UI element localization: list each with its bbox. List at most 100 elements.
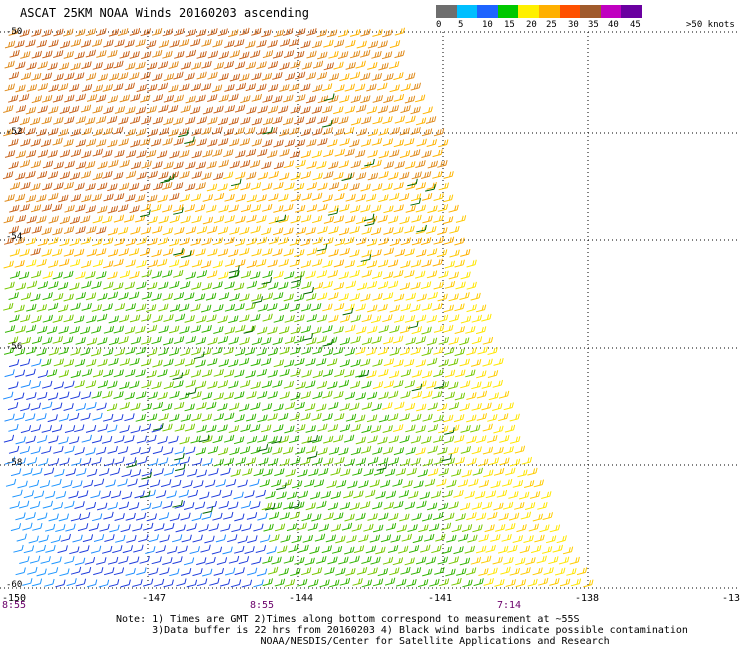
wind-barb bbox=[459, 557, 471, 566]
wind-barb bbox=[207, 28, 218, 36]
wind-barb bbox=[180, 348, 191, 356]
wind-barb bbox=[372, 381, 384, 390]
wind-barb bbox=[382, 116, 393, 124]
wind-barb bbox=[492, 556, 503, 565]
wind-barb bbox=[262, 292, 274, 301]
wind-barb bbox=[349, 139, 360, 148]
wind-barb bbox=[466, 304, 477, 313]
wind-barb bbox=[344, 105, 356, 114]
wind-barb bbox=[235, 150, 246, 158]
wind-barb bbox=[267, 347, 279, 356]
wind-barb bbox=[18, 271, 30, 280]
wind-barb bbox=[514, 501, 525, 510]
wind-barb bbox=[393, 314, 405, 323]
wind-barb bbox=[448, 204, 459, 213]
wind-barb bbox=[218, 500, 229, 509]
wind-barb bbox=[371, 335, 382, 344]
wind-barb bbox=[327, 139, 338, 147]
legend-label: 10 bbox=[482, 20, 493, 30]
wind-barb bbox=[163, 117, 174, 126]
wind-barb bbox=[438, 139, 449, 148]
wind-barb bbox=[325, 534, 336, 543]
wind-barb bbox=[245, 61, 257, 70]
wind-barb bbox=[330, 523, 342, 532]
wind-barb bbox=[179, 392, 190, 400]
wind-barb bbox=[437, 227, 448, 235]
wind-barb bbox=[411, 413, 422, 422]
wind-barb bbox=[92, 172, 103, 181]
wind-barb bbox=[168, 259, 180, 268]
wind-barb bbox=[35, 544, 46, 553]
wind-barb bbox=[180, 105, 191, 113]
wind-barb bbox=[349, 249, 360, 258]
wind-barb bbox=[271, 502, 283, 510]
legend-label: 30 bbox=[568, 20, 579, 30]
wind-barb bbox=[53, 161, 64, 170]
wind-barb bbox=[290, 105, 301, 114]
wind-barb bbox=[202, 216, 214, 225]
legend-swatch bbox=[621, 5, 642, 18]
wind-barb bbox=[482, 336, 494, 345]
wind-barb bbox=[300, 214, 312, 223]
wind-barb bbox=[438, 381, 450, 390]
wind-barb bbox=[130, 161, 142, 170]
wind-barb bbox=[70, 128, 81, 137]
wind-barb bbox=[399, 347, 411, 356]
wind-barb bbox=[246, 171, 257, 180]
wind-barb bbox=[424, 478, 436, 487]
wind-barb bbox=[300, 303, 312, 312]
wind-barb bbox=[400, 390, 411, 399]
wind-barb bbox=[404, 402, 416, 411]
wind-barb bbox=[317, 137, 328, 146]
wind-barb bbox=[30, 247, 41, 256]
wind-barb bbox=[195, 28, 207, 37]
note-line: 3)Data buffer is 22 hrs from 20160203 4)… bbox=[116, 625, 688, 636]
wind-barb bbox=[421, 435, 432, 444]
wind-barb bbox=[4, 83, 15, 92]
wind-barb bbox=[36, 128, 47, 137]
wind-barb bbox=[459, 337, 470, 346]
wind-barb bbox=[30, 380, 41, 389]
wind-barb bbox=[74, 358, 86, 367]
wind-barb bbox=[272, 95, 283, 104]
wind-barb bbox=[361, 249, 372, 258]
wind-barb bbox=[192, 568, 203, 577]
wind-barb bbox=[465, 325, 476, 334]
wind-barb bbox=[91, 193, 102, 202]
wind-barb bbox=[383, 73, 394, 81]
legend-label: >50 knots bbox=[686, 20, 735, 30]
wind-barb bbox=[249, 478, 260, 487]
wind-barb bbox=[294, 249, 305, 258]
wind-barb bbox=[146, 324, 158, 333]
wind-barb bbox=[269, 534, 280, 543]
wind-barb bbox=[308, 468, 319, 477]
wind-barb bbox=[171, 534, 183, 543]
wind-barb bbox=[464, 490, 475, 499]
wind-barb bbox=[25, 39, 36, 48]
lon-label: -150 bbox=[2, 593, 27, 604]
wind-barb bbox=[383, 358, 395, 367]
wind-barb bbox=[455, 281, 466, 290]
wind-barb bbox=[261, 182, 273, 191]
wind-barb bbox=[90, 545, 102, 554]
wind-barb bbox=[8, 28, 19, 36]
wind-barb bbox=[261, 203, 273, 212]
wind-barb bbox=[109, 467, 121, 476]
wind-barb bbox=[173, 336, 185, 344]
wind-barb bbox=[382, 402, 393, 410]
wind-barb bbox=[400, 260, 411, 269]
wind-barb bbox=[358, 534, 369, 543]
wind-barb bbox=[125, 457, 137, 466]
wind-barb bbox=[343, 126, 355, 135]
wind-barb bbox=[317, 51, 328, 60]
wind-barb bbox=[282, 446, 294, 455]
wind-barb bbox=[200, 304, 212, 313]
wind-barb bbox=[3, 391, 14, 400]
wind-barb bbox=[184, 423, 196, 432]
wind-barb bbox=[92, 259, 104, 268]
wind-barb bbox=[377, 347, 389, 356]
wind-barb bbox=[285, 468, 296, 477]
wind-barb bbox=[163, 358, 174, 367]
wind-barb bbox=[453, 414, 465, 423]
wind-barb bbox=[69, 282, 80, 291]
